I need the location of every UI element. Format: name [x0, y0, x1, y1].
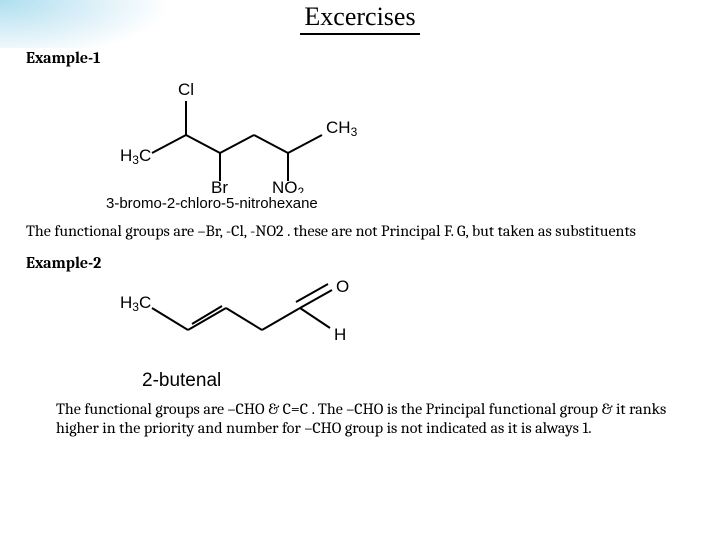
- molecule1-name: 3-bromo-2-chloro-5-nitrohexane: [106, 195, 694, 212]
- molecule1-svg: H3C Cl Br NO2 CH3: [106, 73, 406, 193]
- example1-description: The functional groups are –Br, -Cl, -NO2…: [26, 222, 694, 240]
- slide-header: Excercises: [0, 0, 720, 39]
- atom-br: Br: [211, 178, 228, 193]
- slide-content: Example-1 H3C Cl Br NO2 CH3 3-bromo-2-ch…: [0, 39, 720, 437]
- molecule2-name: 2-butenal: [142, 370, 694, 392]
- slide-bottom-decoration: [400, 516, 720, 540]
- molecule2-svg: H3C O H: [106, 278, 386, 368]
- example1-label: Example-1: [26, 49, 694, 67]
- atom-no2: NO2: [272, 178, 305, 193]
- atom-h: H: [334, 325, 346, 344]
- example2-structure: H3C O H 2-butenal: [106, 278, 694, 392]
- atom-h3c-2: H3C: [120, 293, 151, 314]
- atom-ch3: CH3: [326, 118, 358, 139]
- example2-label: Example-2: [26, 254, 694, 272]
- atom-cl: Cl: [178, 80, 194, 99]
- example1-structure: H3C Cl Br NO2 CH3 3-bromo-2-chloro-5-nit…: [106, 73, 694, 212]
- atom-h3c: H3C: [120, 146, 151, 167]
- atom-o: O: [336, 278, 349, 296]
- example2-description: The functional groups are –CHO & C=C . T…: [56, 400, 680, 437]
- page-title: Excercises: [300, 2, 419, 35]
